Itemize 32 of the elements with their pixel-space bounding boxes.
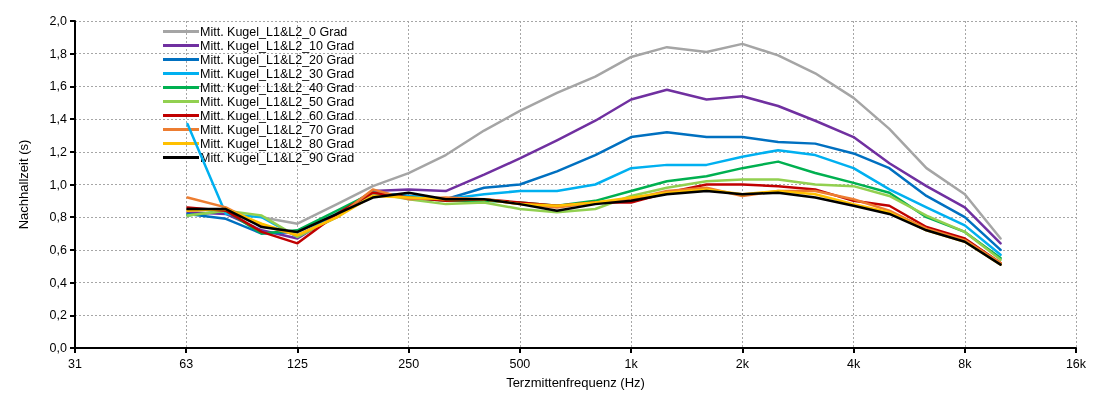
x-tick-label: 63 — [179, 356, 194, 371]
x-tick-label: 500 — [509, 356, 531, 371]
y-tick-label: 0,6 — [49, 242, 68, 257]
legend-label: Mitt. Kugel_L1&L2_20 Grad — [200, 52, 355, 67]
y-tick-label: 0,4 — [49, 275, 68, 290]
y-tick-label: 0,8 — [49, 210, 68, 225]
legend-label: Mitt. Kugel_L1&L2_0 Grad — [200, 24, 348, 39]
legend-label: Mitt. Kugel_L1&L2_50 Grad — [200, 94, 355, 109]
legend-label: Mitt. Kugel_L1&L2_40 Grad — [200, 80, 355, 95]
x-tick-label: 31 — [68, 356, 82, 371]
y-tick-label: 0,2 — [49, 308, 68, 323]
x-tick-label: 250 — [398, 356, 420, 371]
legend-label: Mitt. Kugel_L1&L2_10 Grad — [200, 38, 355, 53]
legend-label: Mitt. Kugel_L1&L2_80 Grad — [200, 136, 355, 151]
x-axis-title: Terzmittenfrequenz (Hz) — [506, 375, 645, 390]
y-tick-label: 1,8 — [49, 46, 68, 61]
x-tick-label: 125 — [287, 356, 308, 371]
y-tick-label: 1,2 — [49, 144, 68, 159]
x-tick-label: 2k — [735, 356, 750, 371]
y-tick-label: 0,0 — [49, 341, 68, 355]
y-tick-label: 1,4 — [49, 112, 68, 127]
y-tick-label: 2,0 — [49, 14, 68, 28]
x-tick-label: 4k — [846, 356, 861, 371]
legend-label: Mitt. Kugel_L1&L2_30 Grad — [200, 66, 355, 81]
y-tick-label: 1,6 — [49, 79, 68, 94]
legend-label: Mitt. Kugel_L1&L2_60 Grad — [200, 108, 355, 123]
x-tick-label: 8k — [958, 356, 973, 371]
x-tick-label: 1k — [624, 356, 639, 371]
x-tick-label: 16k — [1065, 356, 1087, 371]
legend-label: Mitt. Kugel_L1&L2_70 Grad — [200, 122, 355, 137]
y-tick-label: 1,0 — [49, 177, 68, 192]
y-axis-title: Nachhallzeit (s) — [16, 139, 31, 230]
